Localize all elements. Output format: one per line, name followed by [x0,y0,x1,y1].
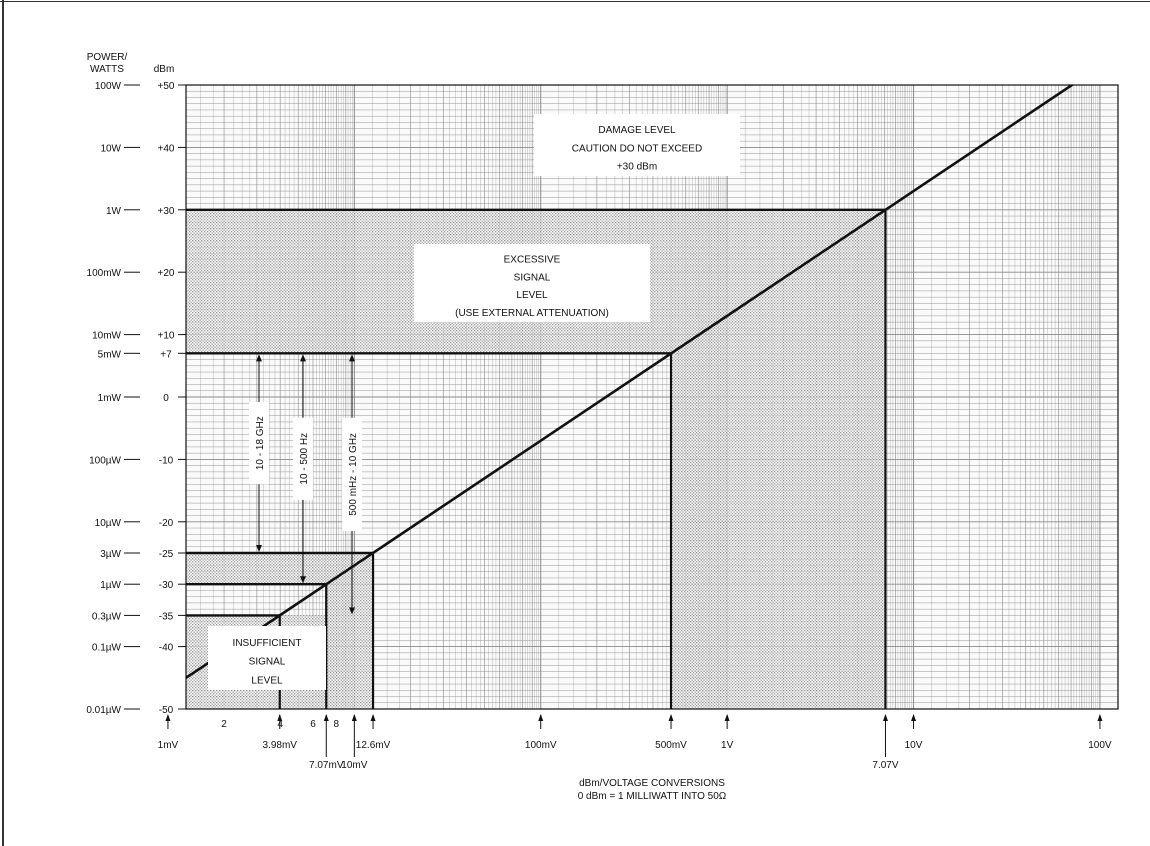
x-tick-arrowhead [323,714,329,721]
power-tick-label: 100W [95,81,122,92]
x-tick-label: 1mV [158,740,179,751]
dbm-tick-label: +10 [158,331,175,342]
power-tick-label: 100µW [89,455,121,466]
x-tick-label: 12.6mV [356,740,391,751]
x-tick-label: 500mV [655,740,687,751]
left-frame-border [2,0,4,846]
dbm-axis-header: dBm [154,64,175,75]
excessive-signal-label-bg [414,244,650,322]
excessive-signal-label-line: EXCESSIVE [504,255,561,266]
insufficient-signal-label-line: SIGNAL [249,657,286,668]
dbm-tick-label: -50 [159,705,174,716]
conversion-line [186,85,1075,680]
range-arrowhead-up [300,354,306,362]
range-arrowhead-down [256,545,262,552]
dbm-tick-label: +20 [158,268,175,279]
x-tick-arrowhead [277,714,283,721]
dbm-tick-label: -10 [159,455,174,466]
range-label-box [342,417,362,531]
excessive-signal-label-line: SIGNAL [514,272,551,283]
range-label: 10 - 500 Hz [299,433,310,485]
dbm-tick-label: +7 [160,349,172,360]
x-tick-label: 7.07V [872,760,898,771]
power-tick-label: 3µW [100,549,121,560]
range-label: 10 - 18 GHz [255,416,266,470]
range-arrowhead-down [300,576,306,584]
x-tick-arrowhead [724,714,730,721]
power-tick-label: 1W [106,206,122,217]
excessive-signal-label: EXCESSIVE SIGNAL LEVEL (USE EXTERNAL ATTENU… [414,244,650,322]
power-tick-label: 0.3µW [92,611,122,622]
damage-level-label-bg [534,114,740,176]
region-column [671,353,886,709]
region-low-band [186,553,374,585]
insufficient-signal-label: INSUFFICIENT SIGNAL LEVEL [208,626,326,690]
dbm-tick-label: -30 [159,580,174,591]
x-tick-arrowhead [538,714,544,721]
power-tick-label: 100mW [87,268,122,279]
power-tick-label: 10µW [95,518,122,529]
x-axis-subtitle: 0 dBm = 1 MILLIWATT INTO 50Ω [578,791,727,802]
power-tick-label: 5mW [98,349,122,360]
x-tick-arrowhead [882,714,888,721]
x-tick-arrowhead [165,714,171,721]
x-minor-tick-label: 6 [310,719,316,730]
dbm-tick-label: +40 [158,143,175,154]
range-label-box [249,402,269,485]
top-frame-border [0,1,1150,2]
x-tick-label: 10mV [341,760,367,771]
dbm-tick-label: 0 [163,393,169,404]
excessive-signal-label-line: LEVEL [516,290,548,301]
x-tick-arrowhead [911,714,917,721]
x-minor-tick-label: 8 [333,719,339,730]
power-tick-label: 0.1µW [92,643,122,654]
power-tick-label: 10mW [92,331,121,342]
dbm-tick-label: +50 [158,81,175,92]
power-axis-header: POWER/ [87,52,128,63]
insufficient-signal-label-bg [208,626,326,690]
x-tick-arrowhead [668,714,674,721]
dbm-tick-label: -40 [159,643,174,654]
region-column [326,584,374,709]
damage-level-label-line: CAUTION DO NOT EXCEED [572,143,702,154]
x-tick-label: 1V [721,740,734,751]
damage-level-label: DAMAGE LEVEL CAUTION DO NOT EXCEED +30 dBm [534,114,740,176]
x-tick-arrowhead [370,714,376,721]
range-arrowhead-up [256,354,262,362]
insufficient-signal-label-line: INSUFFICIENT [233,638,302,649]
dbm-tick-label: -35 [159,611,174,622]
x-minor-tick-label: 2 [221,719,227,730]
x-tick-label: 100mV [525,740,557,751]
damage-level-label-line: +30 dBm [617,162,657,173]
range-label: 500 mHz - 10 GHz [348,433,359,516]
range-label-box [293,417,313,500]
x-tick-label: 100V [1088,740,1112,751]
dbm-tick-label: -25 [159,549,174,560]
x-tick-label: 10V [905,740,923,751]
x-tick-label: 7.07mV [309,760,344,771]
x-minor-tick-label: 4 [277,719,283,730]
power-axis-header: WATTS [90,64,124,75]
dbm-tick-label: +30 [158,206,175,217]
x-tick-arrowhead [351,714,357,721]
power-tick-label: 0.01µW [86,705,121,716]
dbm-tick-label: -20 [159,518,174,529]
x-tick-arrowhead [1097,714,1103,721]
power-tick-label: 1µW [100,580,121,591]
excessive-signal-label-line: (USE EXTERNAL ATTENUATION) [455,308,609,319]
x-axis-title: dBm/VOLTAGE CONVERSIONS [579,778,725,789]
range-arrowhead-up [349,354,355,362]
damage-level-label-line: DAMAGE LEVEL [598,125,676,136]
power-tick-label: 1mW [98,393,122,404]
power-tick-label: 10W [100,143,121,154]
x-tick-label: 3.98mV [263,740,298,751]
insufficient-signal-label-line: LEVEL [251,675,283,686]
range-arrowhead-down [349,607,355,615]
